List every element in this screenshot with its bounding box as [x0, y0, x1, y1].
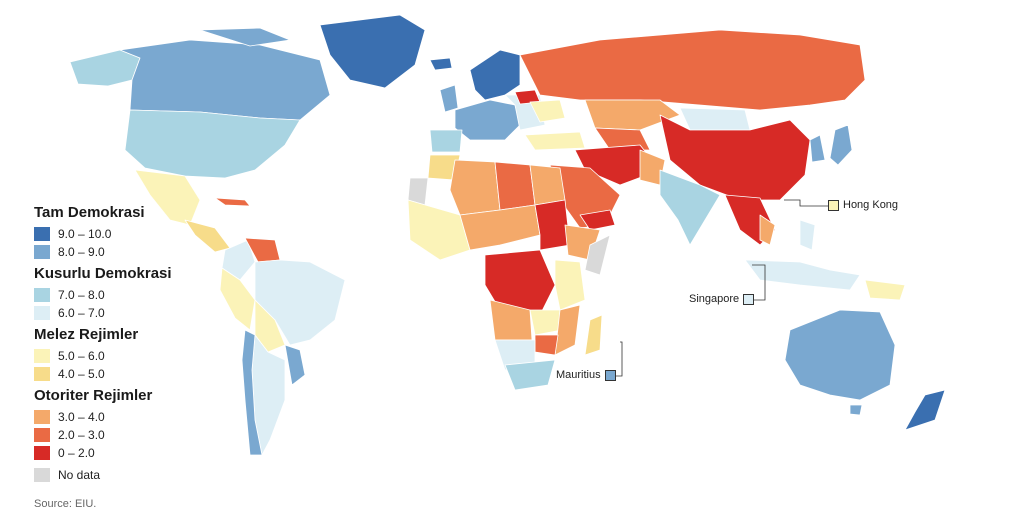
mauritius-callout: Mauritius [556, 369, 616, 381]
region-australia [784, 309, 896, 401]
region-zambia [529, 309, 563, 336]
legend-label: 7.0 – 8.0 [58, 288, 105, 302]
region-libya [494, 161, 536, 211]
region-somalia [584, 234, 611, 276]
region-west-africa [407, 199, 471, 261]
legend-swatch [34, 367, 50, 381]
singapore-label: Singapore [689, 293, 740, 305]
region-paraguay-uruguay [284, 344, 306, 386]
region-ukraine [529, 99, 566, 123]
legend-item: 8.0 – 9.0 [34, 243, 234, 261]
region-vietnam [759, 214, 776, 246]
region-tasmania [849, 404, 863, 416]
legend-swatch [34, 468, 50, 482]
region-algeria [449, 159, 501, 216]
region-yemen [579, 209, 616, 231]
legend-item: 6.0 – 7.0 [34, 304, 234, 322]
legend-label: 9.0 – 10.0 [58, 227, 112, 241]
region-greenland [319, 14, 426, 89]
region-cuba [214, 197, 251, 207]
legend-swatch [34, 288, 50, 302]
legend-group-hybrid-regimes: Melez Rejimler 5.0 – 6.0 4.0 – 5.0 [34, 326, 234, 383]
legend-item: 4.0 – 5.0 [34, 365, 234, 383]
region-uk [439, 84, 459, 113]
region-russia [519, 29, 866, 111]
legend-swatch [34, 428, 50, 442]
region-philippines [799, 219, 816, 251]
legend-title: Otoriter Rejimler [34, 387, 153, 404]
region-peru [219, 267, 256, 331]
region-madagascar [584, 314, 603, 356]
region-central-asia [594, 127, 651, 151]
legend-label: 6.0 – 7.0 [58, 306, 105, 320]
singapore-swatch [743, 293, 755, 305]
region-scandinavia [469, 49, 521, 101]
legend-label: 4.0 – 5.0 [58, 367, 105, 381]
legend-swatch [34, 306, 50, 320]
region-iceland [429, 57, 453, 71]
hong-kong-swatch [828, 199, 839, 211]
region-colombia [221, 239, 256, 281]
region-zimbabwe [534, 334, 559, 356]
region-mongolia [679, 107, 751, 131]
legend-group-full-democracy: Tam Demokrasi 9.0 – 10.0 8.0 – 9.0 [34, 204, 234, 261]
legend-item: 9.0 – 10.0 [34, 225, 234, 243]
region-western-europe [454, 99, 521, 141]
map-legend: Tam Demokrasi 9.0 – 10.0 8.0 – 9.0 Kusur… [34, 204, 234, 484]
region-canada [119, 39, 331, 121]
legend-label: 0 – 2.0 [58, 446, 95, 460]
legend-item: 3.0 – 4.0 [34, 408, 234, 426]
mauritius-swatch [604, 369, 616, 381]
hong-kong-callout: Hong Kong [828, 199, 898, 211]
legend-swatch [34, 227, 50, 241]
region-korea-japan [809, 134, 826, 163]
legend-swatch [34, 349, 50, 363]
legend-label: 3.0 – 4.0 [58, 410, 105, 424]
region-china [659, 114, 811, 201]
region-japan [829, 124, 853, 166]
legend-title: Tam Demokrasi [34, 204, 145, 221]
legend-title: Kusurlu Demokrasi [34, 265, 172, 282]
region-sudan [534, 199, 571, 251]
singapore-callout: Singapore [689, 293, 755, 305]
region-east-africa [554, 259, 586, 311]
mauritius-label: Mauritius [556, 369, 601, 381]
legend-item: 5.0 – 6.0 [34, 347, 234, 365]
region-iberia [429, 129, 463, 153]
region-png [864, 279, 906, 301]
region-chile [241, 329, 263, 456]
singapore-leader [744, 264, 766, 301]
legend-item-no-data: No data [34, 466, 234, 484]
region-bolivia [254, 299, 286, 353]
legend-group-flawed-democracy: Kusurlu Demokrasi 7.0 – 8.0 6.0 – 7.0 [34, 265, 234, 322]
legend-item: 0 – 2.0 [34, 444, 234, 462]
region-usa [124, 109, 301, 179]
region-new-zealand [904, 389, 946, 431]
legend-swatch [34, 410, 50, 424]
legend-item: 2.0 – 3.0 [34, 426, 234, 444]
region-canada-arctic [199, 27, 291, 47]
region-central-america [184, 219, 231, 253]
legend-item: 7.0 – 8.0 [34, 286, 234, 304]
region-kazakhstan [584, 99, 681, 131]
legend-label: 2.0 – 3.0 [58, 428, 105, 442]
legend-swatch [34, 446, 50, 460]
hong-kong-label: Hong Kong [843, 199, 899, 211]
source-note: Source: EIU. [34, 498, 97, 510]
region-egypt [529, 164, 566, 206]
legend-label: No data [58, 468, 101, 482]
region-alaska [69, 49, 141, 87]
region-turkey [524, 131, 586, 151]
region-india [659, 169, 721, 246]
legend-group-authoritarian: Otoriter Rejimler 3.0 – 4.0 2.0 – 3.0 0 … [34, 387, 234, 462]
region-malaysia-indonesia [744, 259, 861, 291]
legend-label: 5.0 – 6.0 [58, 349, 105, 363]
region-south-africa [504, 359, 556, 391]
hong-kong-leader [784, 199, 828, 207]
legend-swatch [34, 245, 50, 259]
legend-label: 8.0 – 9.0 [58, 245, 105, 259]
legend-title: Melez Rejimler [34, 326, 139, 343]
